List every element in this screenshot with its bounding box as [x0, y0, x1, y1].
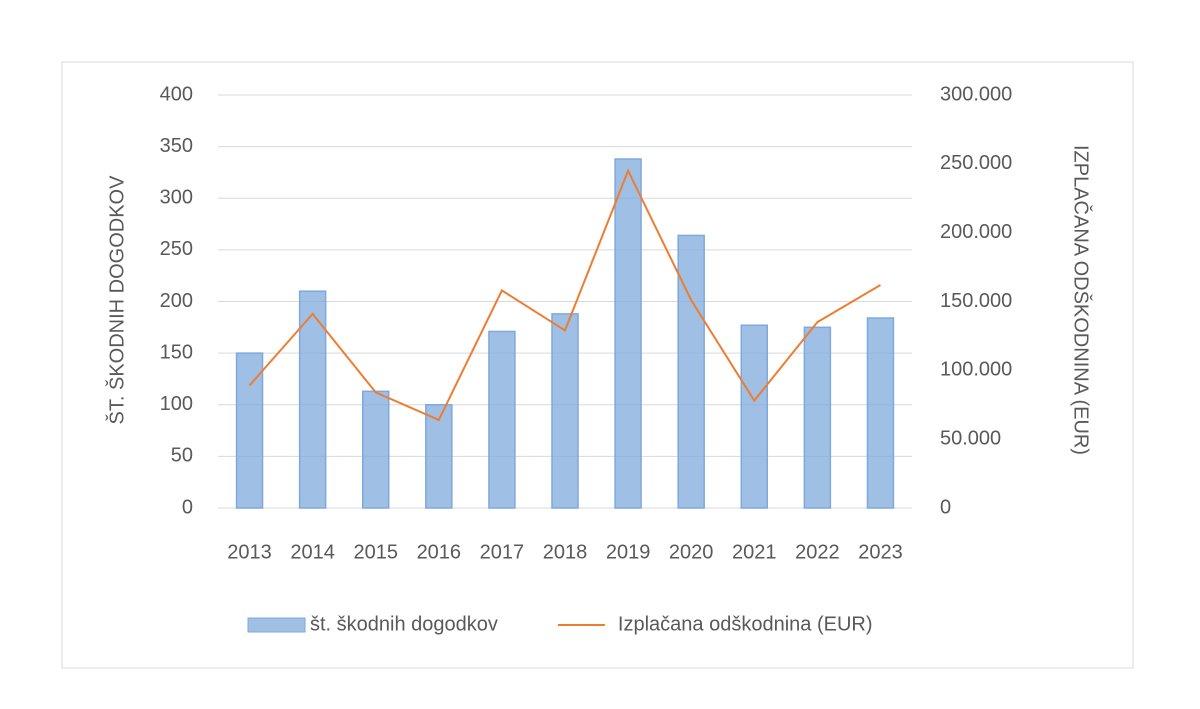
y-tick-label: 200 — [160, 290, 193, 312]
bar — [677, 234, 705, 509]
y-tick-label: 250 — [160, 238, 193, 260]
bar — [740, 324, 769, 509]
x-tick-label: 2013 — [227, 541, 272, 563]
y2-axis-title: IZPLAČANA ODŠKODNINA (EUR) — [1070, 145, 1093, 455]
x-tick-label: 2019 — [606, 541, 651, 563]
y2-tick-label: 150.000 — [940, 290, 1012, 312]
y-tick-label: 50 — [171, 445, 193, 467]
y-tick-label: 350 — [160, 135, 193, 157]
y2-tick-label: 300.000 — [940, 83, 1012, 105]
x-tick-label: 2021 — [732, 541, 777, 563]
bar — [425, 404, 453, 509]
y-tick-label: 400 — [160, 83, 193, 105]
x-tick-label: 2016 — [417, 541, 462, 563]
y2-tick-label: 200.000 — [940, 221, 1012, 243]
y2-tick-label: 250.000 — [940, 152, 1012, 174]
bar — [803, 326, 832, 509]
bar — [298, 290, 327, 509]
y-tick-label: 100 — [160, 393, 193, 415]
legend-swatch — [247, 617, 306, 633]
bar — [488, 330, 516, 509]
bar — [866, 317, 895, 509]
y2-tick-label: 0 — [940, 496, 951, 518]
legend-label: Izplačana odškodnina (EUR) — [618, 613, 873, 635]
x-tick-label: 2014 — [290, 541, 335, 563]
y2-tick-label: 100.000 — [940, 359, 1012, 381]
x-tick-label: 2023 — [858, 541, 903, 563]
y-tick-label: 300 — [160, 187, 193, 209]
y-axis-title: ŠT. ŠKODNIH DOGODKOV — [105, 175, 128, 425]
bar — [235, 352, 264, 509]
legend-label: št. škodnih dogodkov — [310, 613, 498, 635]
x-tick-label: 2022 — [795, 541, 840, 563]
bar — [614, 158, 642, 509]
y-tick-label: 150 — [160, 341, 193, 363]
bar — [361, 390, 390, 509]
bar — [551, 313, 579, 509]
x-tick-label: 2018 — [543, 541, 588, 563]
line — [248, 168, 881, 422]
x-tick-label: 2017 — [480, 541, 525, 563]
x-tick-label: 2015 — [353, 541, 398, 563]
x-tick-label: 2020 — [669, 541, 714, 563]
y2-tick-label: 50.000 — [940, 427, 1001, 449]
y-tick-label: 0 — [182, 496, 193, 518]
